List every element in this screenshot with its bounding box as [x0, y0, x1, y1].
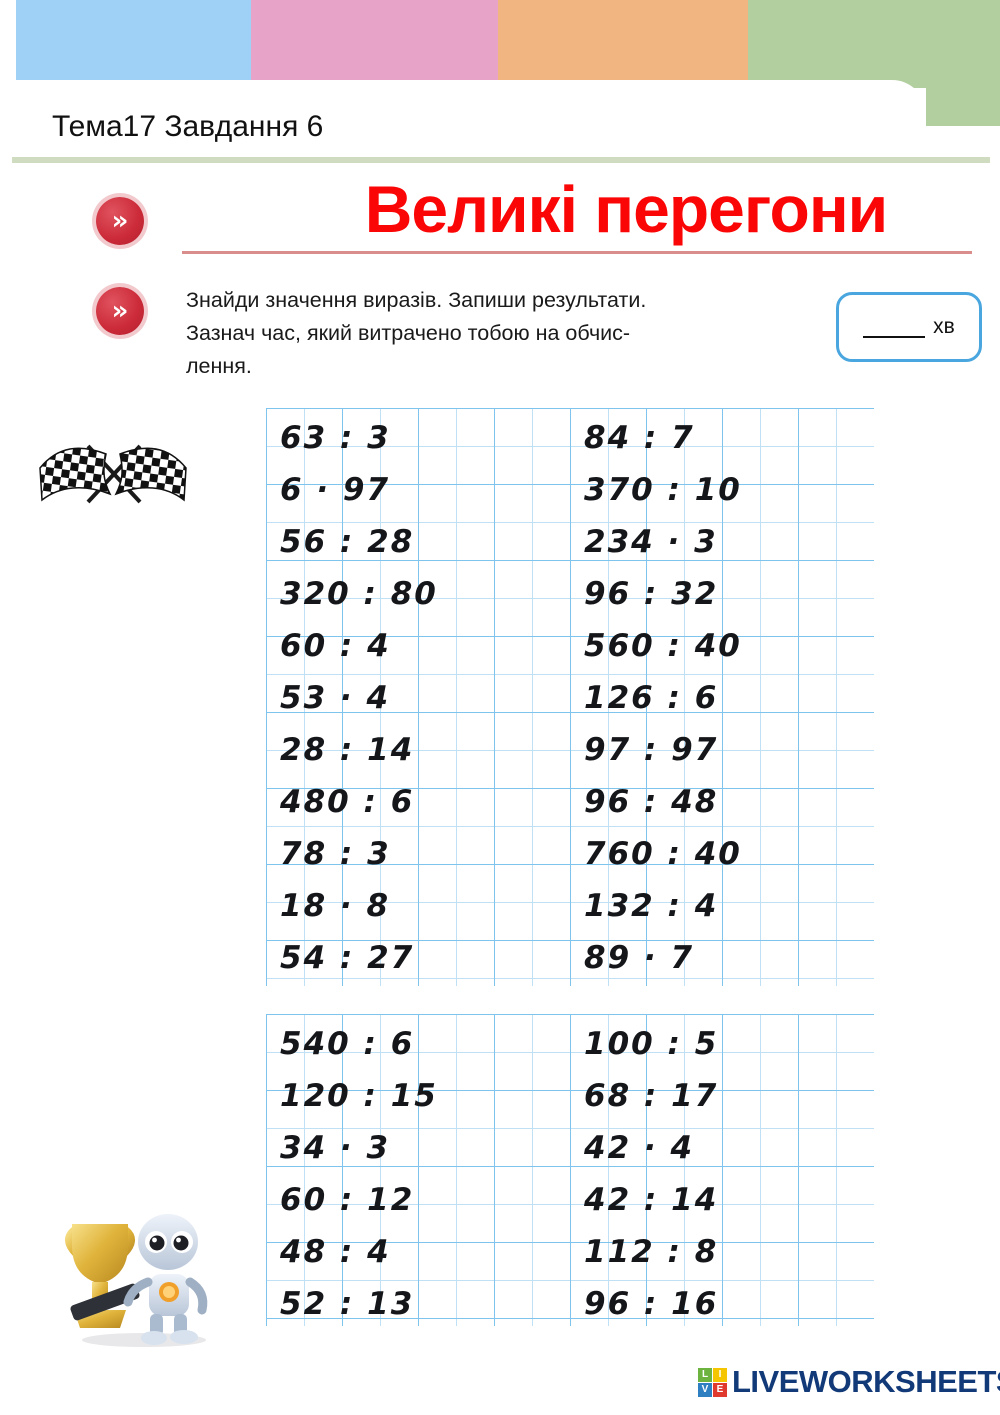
expression: 89 · 7 [584, 940, 695, 976]
expression: 6 · 97 [280, 472, 391, 508]
expression: 34 · 3 [280, 1130, 391, 1166]
expression: 100 : 5 [584, 1026, 719, 1062]
expression: 60 : 4 [280, 628, 391, 664]
expression: 132 : 4 [584, 888, 719, 924]
topic-divider [12, 157, 990, 163]
grid-block-2: 540 : 6 120 : 15 34 · 3 60 : 12 48 : 4 5… [266, 1014, 874, 1326]
robot-with-trophy-icon [65, 1214, 208, 1347]
double-chevron-icon-instructions: » [96, 287, 144, 335]
band-left-padding [0, 0, 16, 88]
band-segment-blue [16, 0, 251, 88]
expression: 18 · 8 [280, 888, 391, 924]
logo-tile-i: I [713, 1367, 727, 1382]
title-underline [182, 251, 972, 254]
expression: 112 : 8 [584, 1234, 719, 1270]
expression: 42 · 4 [584, 1130, 695, 1166]
checkered-flags-icon [39, 444, 187, 504]
expression: 28 : 14 [280, 732, 415, 768]
expression: 96 : 48 [584, 784, 719, 820]
instruction-line-1: Знайди значення виразів. Запиши результа… [186, 288, 647, 312]
expression: 56 : 28 [280, 524, 415, 560]
logo-wordmark: LIVEWORKSHEETS [732, 1364, 1000, 1399]
expression: 540 : 6 [280, 1026, 415, 1062]
expression: 96 : 16 [584, 1286, 719, 1322]
expression: 84 : 7 [584, 420, 695, 456]
expression: 120 : 15 [280, 1078, 438, 1114]
band-segment-orange [498, 0, 748, 88]
time-answer-box[interactable]: хв [836, 292, 982, 362]
expression: 52 : 13 [280, 1286, 415, 1322]
expression: 63 : 3 [280, 420, 391, 456]
expression: 68 : 17 [584, 1078, 719, 1114]
expression: 53 · 4 [280, 680, 391, 716]
expression: 480 : 6 [280, 784, 415, 820]
logo-tile-l: L [698, 1367, 712, 1382]
expression: 96 : 32 [584, 576, 719, 612]
band-green-tail [926, 80, 1000, 126]
expression: 48 : 4 [280, 1234, 391, 1270]
page-title: Великі перегони [364, 172, 889, 246]
time-input-blank[interactable] [863, 316, 926, 338]
topic-label: Тема17 Завдання 6 [52, 110, 324, 143]
expression: 60 : 12 [280, 1182, 415, 1218]
expression: 78 : 3 [280, 836, 391, 872]
liveworksheets-logo[interactable]: L I V E LIVEWORKSHEETS [698, 1364, 1000, 1400]
grid-block-1: 63 : 3 6 · 97 56 : 28 320 : 80 60 : 4 53… [266, 408, 874, 986]
expression: 54 : 27 [280, 940, 415, 976]
double-chevron-icon: » [96, 197, 144, 245]
header-white-sheet [0, 80, 926, 156]
liveworksheets-logo-icon: L I V E [698, 1367, 727, 1397]
expression: 42 : 14 [584, 1182, 719, 1218]
headline-row: » Великі перегони [96, 172, 986, 261]
instruction-line-2: Зазнач час, який витрачено тобою на обчи… [186, 321, 631, 345]
expression: 97 : 97 [584, 732, 719, 768]
band-segment-green [748, 0, 1000, 88]
time-unit-label: хв [933, 315, 955, 338]
band-segment-pink [251, 0, 498, 88]
instruction-text: Знайди значення виразів. Запиши результа… [186, 284, 806, 383]
expression: 370 : 10 [584, 472, 742, 508]
expression: 320 : 80 [280, 576, 438, 612]
expression: 760 : 40 [584, 836, 742, 872]
expression: 560 : 40 [584, 628, 742, 664]
logo-tile-v: V [698, 1382, 712, 1397]
logo-tile-e: E [713, 1382, 727, 1397]
expression: 234 · 3 [584, 524, 718, 560]
instruction-line-3: лення. [186, 354, 252, 378]
expression: 126 : 6 [584, 680, 719, 716]
header-color-band [0, 0, 1000, 88]
